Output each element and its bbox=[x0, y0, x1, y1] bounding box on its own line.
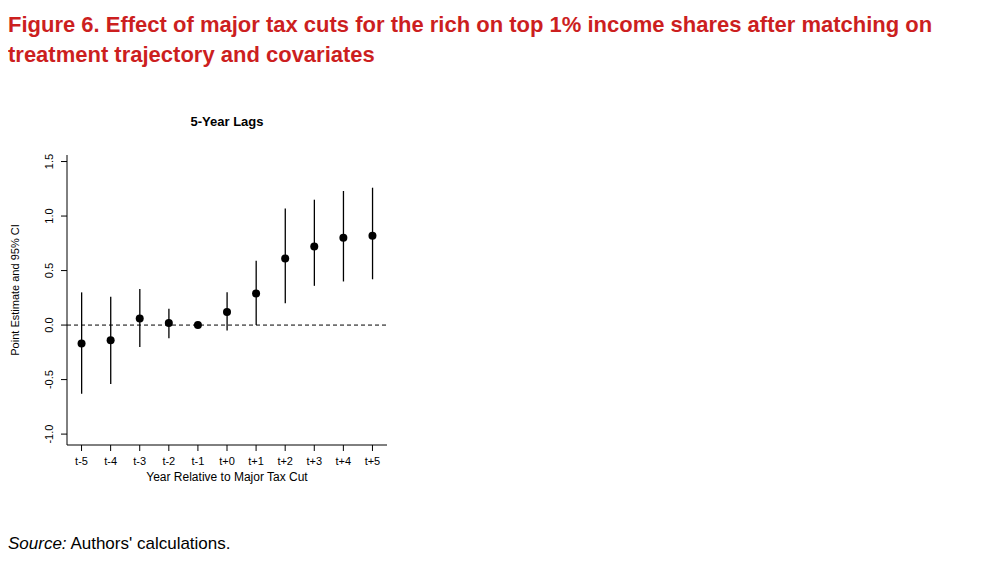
html-text:Year Relative to Major Tax Cut: Year Relative to Major Tax Cut bbox=[146, 470, 308, 484]
svg-text:t-3: t-3 bbox=[133, 455, 146, 467]
svg-text:-0.5: -0.5 bbox=[43, 370, 55, 389]
html-text:Figure 6. Effect of major tax: Figure 6. Effect of major tax cuts for t… bbox=[8, 12, 933, 67]
svg-text:0.0: 0.0 bbox=[43, 317, 55, 332]
html-text:Source: Authors' calculations.: Source: Authors' calculations. bbox=[8, 534, 231, 553]
svg-text:t+3: t+3 bbox=[306, 455, 322, 467]
svg-text:t+4: t+4 bbox=[336, 455, 352, 467]
svg-text:t+5: t+5 bbox=[365, 455, 381, 467]
html-text:Point Estimate and 95% CI: Point Estimate and 95% CI bbox=[9, 224, 21, 356]
svg-text:t-1: t-1 bbox=[191, 455, 204, 467]
svg-text:0.5: 0.5 bbox=[43, 263, 55, 278]
svg-text:t-2: t-2 bbox=[162, 455, 175, 467]
svg-text:t+2: t+2 bbox=[277, 455, 293, 467]
svg-text:t-4: t-4 bbox=[104, 455, 117, 467]
svg-text:t+0: t+0 bbox=[219, 455, 235, 467]
svg-text:t+1: t+1 bbox=[248, 455, 264, 467]
svg-text:-1.0: -1.0 bbox=[43, 425, 55, 444]
svg-text:t-5: t-5 bbox=[75, 455, 88, 467]
svg-text:1.0: 1.0 bbox=[43, 208, 55, 223]
html-text:5-Year Lags: 5-Year Lags bbox=[190, 114, 264, 129]
svg-text:1.5: 1.5 bbox=[43, 154, 55, 169]
